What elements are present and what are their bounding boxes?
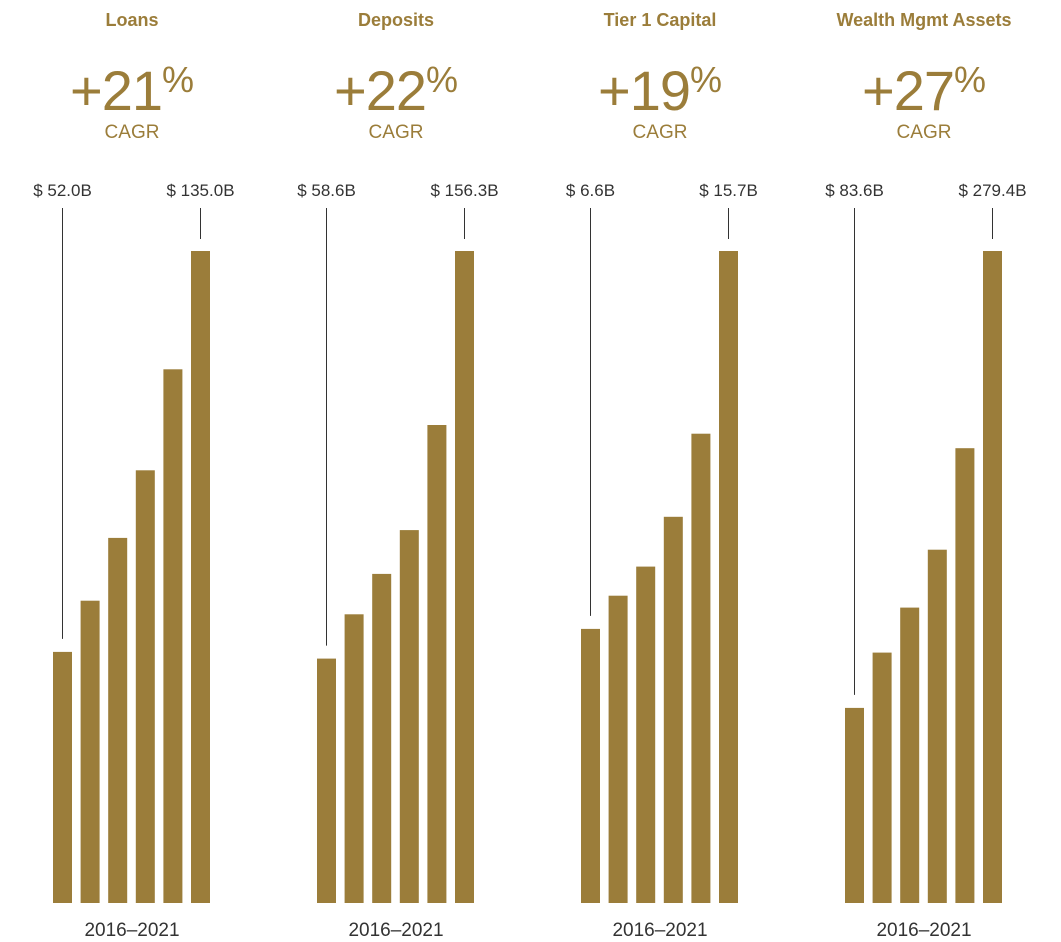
bar-2019 xyxy=(399,530,419,903)
bar-chart-deposits: $ 58.6B $ 156.3B xyxy=(297,181,499,903)
bar-chart-loans: $ 52.0B $ 135.0B xyxy=(33,181,235,903)
x-axis-label: 2016–2021 xyxy=(84,920,180,941)
cagr-number: +22 xyxy=(333,59,427,122)
last-value-label: $ 135.0B xyxy=(166,181,234,200)
cagr-percent: % xyxy=(425,59,458,100)
last-value-label: $ 15.7B xyxy=(699,181,758,200)
first-value-label: $ 52.0B xyxy=(33,181,92,200)
cagr-percent: % xyxy=(689,59,722,100)
bar-2020 xyxy=(691,433,711,903)
bar-2018 xyxy=(636,566,656,903)
cagr-value: +27% xyxy=(792,50,1056,121)
bar-2021 xyxy=(191,251,210,903)
chart-panel-deposits: Deposits +22% CAGR $ 58.6B $ 156.3B 2016–… xyxy=(264,0,528,941)
bar-2020 xyxy=(163,369,183,903)
bar-2016 xyxy=(845,707,864,903)
cagr-percent: % xyxy=(161,59,194,100)
bar-2020 xyxy=(427,425,447,903)
cagr-number: +27 xyxy=(861,59,955,122)
bar-2018 xyxy=(372,573,392,903)
chart-panel-loans: Loans +21% CAGR $ 52.0B $ 135.0B 2016–202… xyxy=(0,0,264,941)
bar-2016 xyxy=(53,651,72,903)
bar-chart-tier1-capital: $ 6.6B $ 15.7B xyxy=(566,181,758,903)
bar-2018 xyxy=(900,607,920,903)
first-value-label: $ 83.6B xyxy=(825,181,884,200)
cagr-value: +19% xyxy=(528,50,792,121)
bar-chart-wealth-mgmt-assets: $ 83.6B $ 279.4B xyxy=(825,181,1027,903)
x-axis-label: 2016–2021 xyxy=(612,920,708,941)
chart-title: Deposits xyxy=(357,10,435,30)
bar-2018 xyxy=(108,537,128,903)
cagr-label: CAGR xyxy=(896,122,952,143)
cagr-label: CAGR xyxy=(368,122,424,143)
bar-2017 xyxy=(872,652,892,903)
cagr-label: CAGR xyxy=(632,122,688,143)
bar-2019 xyxy=(927,549,947,903)
bar-2021 xyxy=(719,251,738,903)
last-value-label: $ 279.4B xyxy=(958,181,1026,200)
bar-2017 xyxy=(344,614,364,903)
bar-2017 xyxy=(608,595,628,903)
chart-title: Tier 1 Capital xyxy=(603,10,717,30)
chart-panel-wealth-mgmt-assets: Wealth Mgmt Assets +27% CAGR $ 83.6B $ 27… xyxy=(792,0,1056,941)
cagr-number: +19 xyxy=(597,59,691,122)
last-value-label: $ 156.3B xyxy=(430,181,498,200)
cagr-label: CAGR xyxy=(104,122,160,143)
x-axis-label: 2016–2021 xyxy=(348,920,444,941)
chart-title: Wealth Mgmt Assets xyxy=(836,10,1012,30)
bar-2016 xyxy=(317,658,336,903)
chart-panel-tier1-capital: Tier 1 Capital +19% CAGR $ 6.6B $ 15.7B 2… xyxy=(528,0,792,941)
bar-2021 xyxy=(455,251,474,903)
bar-2016 xyxy=(581,628,600,903)
x-axis-label: 2016–2021 xyxy=(876,920,972,941)
bar-2017 xyxy=(80,600,100,903)
bar-2020 xyxy=(955,448,975,903)
bar-2019 xyxy=(663,516,683,903)
chart-title: Loans xyxy=(105,10,159,30)
cagr-number: +21 xyxy=(69,59,163,122)
first-value-label: $ 6.6B xyxy=(566,181,615,200)
cagr-percent: % xyxy=(953,59,986,100)
cagr-value: +22% xyxy=(264,50,528,121)
bar-2019 xyxy=(135,470,155,903)
bar-2021 xyxy=(983,251,1002,903)
first-value-label: $ 58.6B xyxy=(297,181,356,200)
cagr-value: +21% xyxy=(0,50,264,121)
